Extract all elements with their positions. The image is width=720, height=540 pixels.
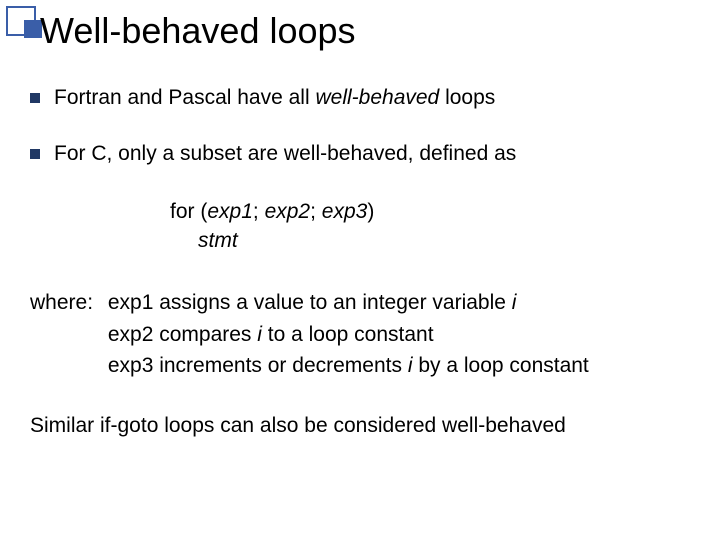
text: loops [439,86,495,109]
code-exp: exp1 [207,200,253,223]
where-line: exp2 compares i to a loop constant [108,319,589,351]
slide-title: Well-behaved loops [40,10,356,52]
text: ) [367,200,374,223]
text: ; [310,200,322,223]
slide-content: Fortran and Pascal have all well-behaved… [30,84,690,440]
code-exp: exp2 [265,200,311,223]
code-stmt: stmt [198,226,690,255]
bullet-icon [30,93,40,103]
var-i: i [512,291,517,314]
bullet-icon [30,149,40,159]
where-label: where: [30,287,102,319]
text: Fortran and Pascal have all [54,86,315,109]
where-lines: exp1 assigns a value to an integer varia… [108,287,589,382]
code-block: for (exp1; exp2; exp3) stmt [170,197,690,256]
text: exp2 compares [108,323,257,346]
text: for ( [170,200,207,223]
text: For C, only a subset are well-behaved, d… [54,142,516,165]
slide: Well-behaved loops Fortran and Pascal ha… [0,0,720,540]
bullet-text: Fortran and Pascal have all well-behaved… [54,84,495,112]
text: exp1 assigns a value to an integer varia… [108,291,512,314]
text: ; [253,200,265,223]
code-exp: exp3 [322,200,368,223]
text-emph: well-behaved [315,86,439,109]
where-line: exp1 assigns a value to an integer varia… [108,287,589,319]
text: to a loop constant [262,323,434,346]
text: by a loop constant [412,354,588,377]
footer-text: Similar if-goto loops can also be consid… [30,412,690,440]
where-line: exp3 increments or decrements i by a loo… [108,350,589,382]
text: exp3 increments or decrements [108,354,408,377]
code-for-line: for (exp1; exp2; exp3) [170,197,690,226]
bullet-text: For C, only a subset are well-behaved, d… [54,140,516,168]
bullet-item: Fortran and Pascal have all well-behaved… [30,84,690,112]
where-block: where: exp1 assigns a value to an intege… [30,287,690,382]
bullet-item: For C, only a subset are well-behaved, d… [30,140,690,168]
